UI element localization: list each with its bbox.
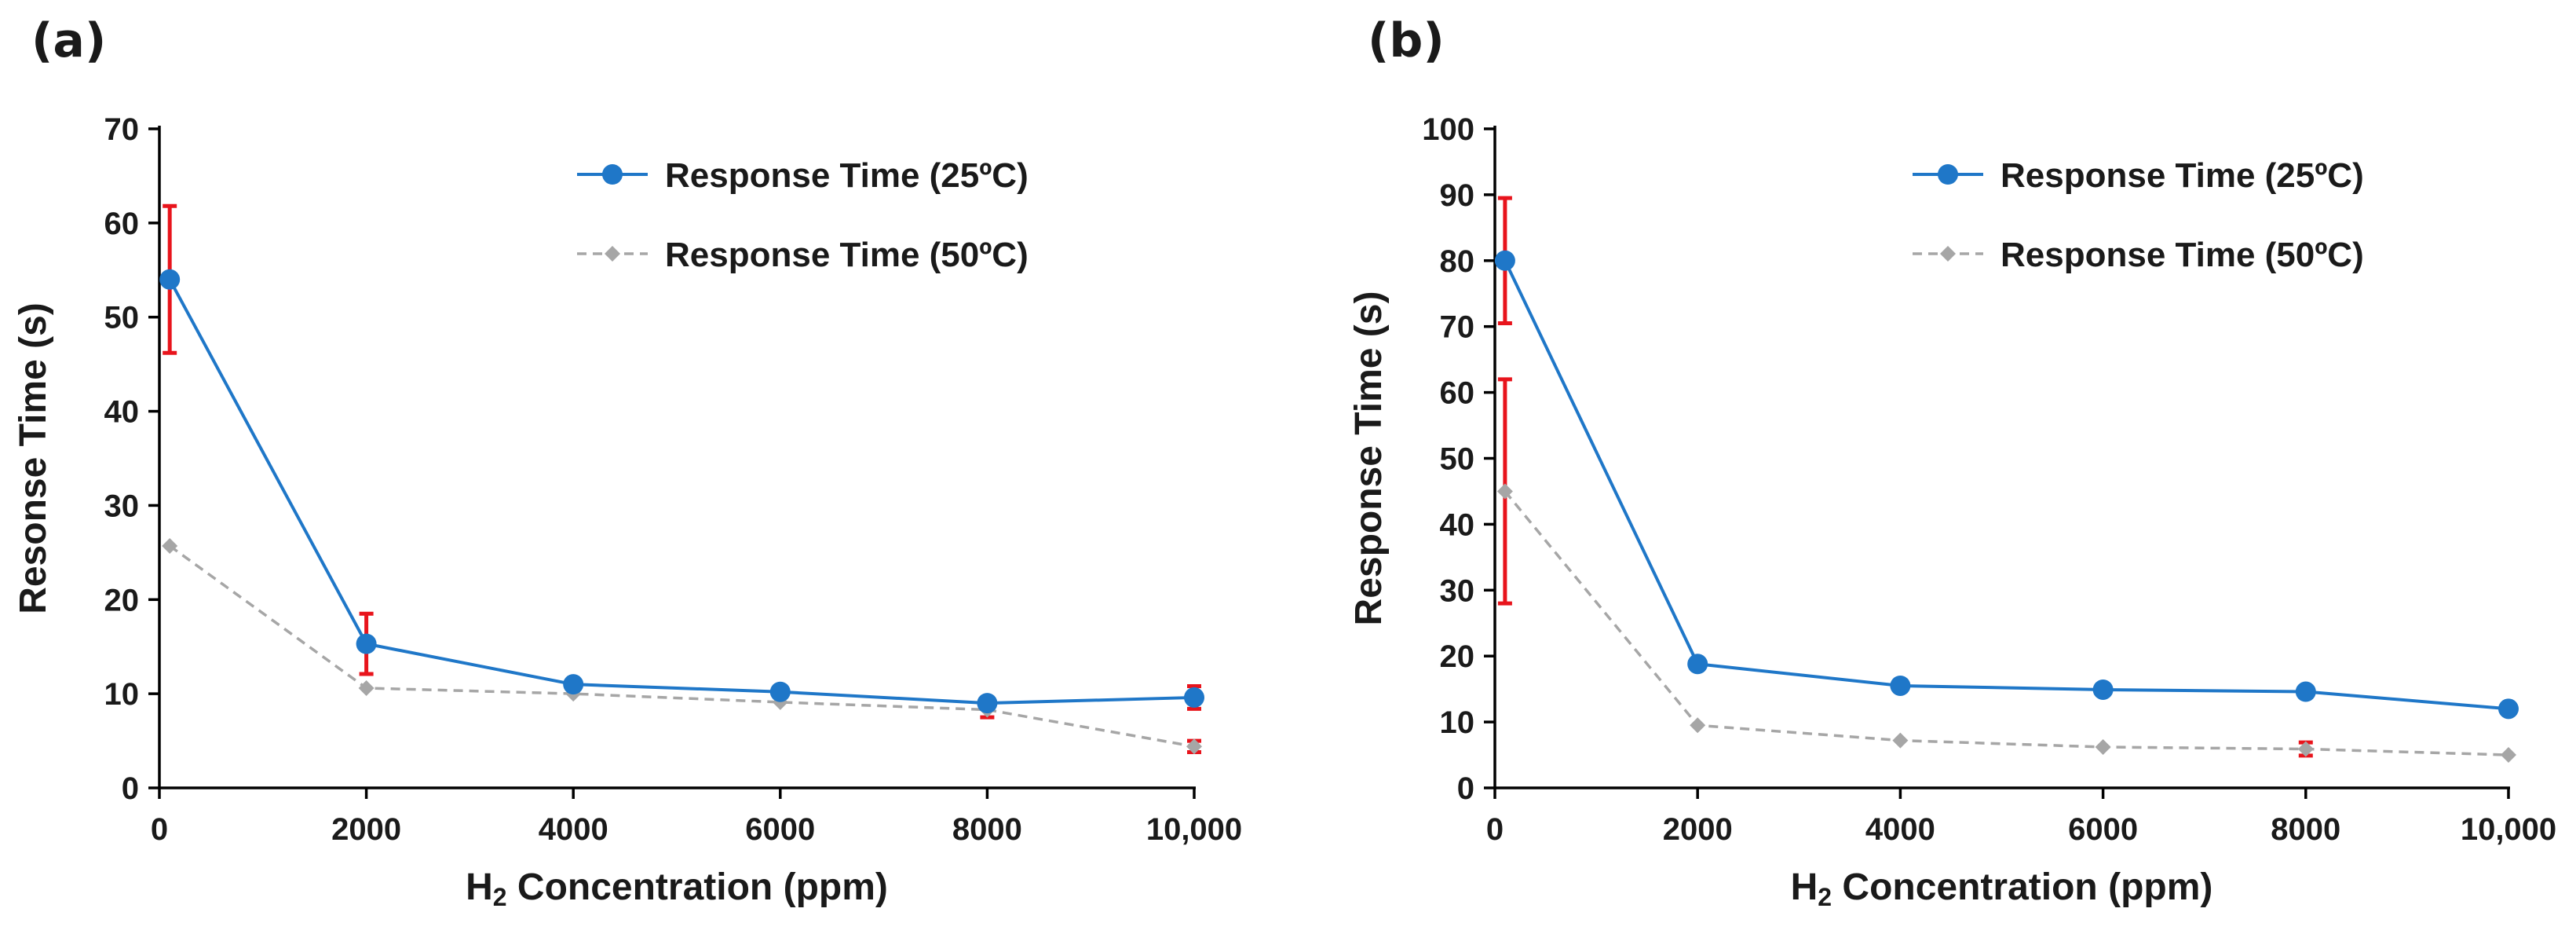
x-tick-label: 4000 bbox=[539, 812, 608, 847]
y-tick-label: 60 bbox=[1440, 376, 1475, 411]
y-tick-label: 50 bbox=[1440, 442, 1475, 477]
data-point bbox=[1690, 717, 1706, 734]
x-tick-label: 10,000 bbox=[2461, 812, 2556, 847]
series-line bbox=[168, 278, 1195, 705]
x-tick-label: 2000 bbox=[331, 812, 401, 847]
data-point bbox=[1890, 675, 1911, 696]
x-tick-label: 6000 bbox=[2068, 812, 2138, 847]
legend-marker bbox=[1938, 164, 1958, 185]
data-point bbox=[159, 269, 181, 290]
y-tick-label: 70 bbox=[1440, 310, 1475, 345]
y-tick-label: 30 bbox=[104, 489, 140, 523]
x-axis-title: H2 Concentration (ppm) bbox=[1791, 866, 2213, 911]
legend: Response Time (25ºC) Response Time (50ºC) bbox=[577, 156, 1029, 274]
y-axis-title: Resonse Time (s) bbox=[13, 302, 54, 614]
panel-label: (b) bbox=[1368, 13, 1445, 68]
x-tick-label: 0 bbox=[1486, 812, 1504, 847]
series-25C bbox=[1494, 196, 2519, 720]
data-point bbox=[2092, 679, 2114, 700]
data-point bbox=[1496, 483, 1513, 500]
x-axis-title-rest: Concentration (ppm) bbox=[507, 866, 888, 908]
chart-panel-b: (b) 0 10 20 30 40 50 60 70 80 90 100 0 2000 4000 6000 80… bbox=[1348, 13, 2556, 911]
series-line bbox=[169, 544, 1195, 748]
legend-label: Response Time (25ºC) bbox=[665, 156, 1029, 195]
data-point bbox=[2095, 738, 2111, 755]
data-point bbox=[977, 693, 998, 714]
data-point bbox=[2501, 747, 2516, 764]
x-tick-label: 6000 bbox=[745, 812, 815, 847]
y-tick-label: 10 bbox=[104, 677, 140, 712]
y-tick-label: 10 bbox=[1440, 705, 1475, 740]
series-50C bbox=[1496, 377, 2516, 764]
series-25C bbox=[159, 203, 1204, 714]
legend: Response Time (25ºC) Response Time (50ºC) bbox=[1913, 156, 2364, 274]
y-tick-label: 0 bbox=[1457, 771, 1474, 806]
panel-label: (a) bbox=[31, 13, 106, 68]
x-axis-title-rest: Concentration (ppm) bbox=[1832, 866, 2212, 908]
x-axis-title-main: H bbox=[466, 866, 493, 908]
y-axis-title: Response Time (s) bbox=[1348, 291, 1390, 626]
data-point bbox=[2297, 741, 2314, 757]
data-point bbox=[1494, 250, 1515, 271]
series-50C bbox=[162, 537, 1202, 755]
data-point bbox=[358, 679, 375, 696]
legend-label: Response Time (50ºC) bbox=[665, 236, 1029, 274]
chart-panel-a: (a) 0 10 20 30 40 50 60 70 0 2000 4000 6000 8000 10,00… bbox=[13, 13, 1242, 911]
y-tick-label: 20 bbox=[104, 583, 140, 617]
x-axis-title-subscript: 2 bbox=[493, 883, 507, 911]
x-axis-title-subscript: 2 bbox=[1818, 883, 1832, 911]
series-line bbox=[1504, 490, 2509, 756]
x-tick-label: 8000 bbox=[2271, 812, 2340, 847]
data-point bbox=[2498, 698, 2519, 720]
data-point bbox=[356, 633, 377, 654]
y-tick-label: 0 bbox=[122, 771, 139, 806]
y-tick-label: 90 bbox=[1440, 178, 1475, 213]
y-tick-label: 80 bbox=[1440, 244, 1475, 279]
x-tick-label: 2000 bbox=[1663, 812, 1733, 847]
x-tick-label: 10,000 bbox=[1146, 812, 1242, 847]
y-tick-label: 50 bbox=[104, 301, 140, 335]
y-tick-label: 20 bbox=[1440, 639, 1475, 674]
x-tick-label: 0 bbox=[151, 812, 168, 847]
legend-marker bbox=[605, 246, 620, 262]
y-tick-label: 30 bbox=[1440, 573, 1475, 608]
data-point bbox=[2295, 681, 2316, 702]
legend-marker bbox=[1940, 246, 1956, 262]
data-point bbox=[769, 681, 791, 702]
data-point bbox=[1687, 654, 1708, 675]
data-point bbox=[162, 537, 178, 554]
x-axis-title: H2 Concentration (ppm) bbox=[466, 866, 888, 911]
y-tick-label: 70 bbox=[104, 112, 140, 147]
y-tick-label: 100 bbox=[1422, 112, 1474, 147]
data-point bbox=[1184, 687, 1204, 708]
data-point bbox=[1892, 732, 1909, 749]
x-axis-title-main: H bbox=[1791, 866, 1818, 908]
data-point bbox=[563, 674, 584, 695]
legend-label: Response Time (50ºC) bbox=[2001, 236, 2364, 274]
x-tick-label: 4000 bbox=[1865, 812, 1935, 847]
data-point bbox=[1186, 738, 1202, 755]
series-line bbox=[1504, 259, 2509, 711]
y-tick-label: 40 bbox=[104, 395, 140, 430]
y-tick-label: 40 bbox=[1440, 507, 1475, 542]
x-tick-label: 8000 bbox=[952, 812, 1022, 847]
legend-label: Response Time (25ºC) bbox=[2001, 156, 2364, 195]
y-tick-label: 60 bbox=[104, 207, 140, 241]
legend-marker bbox=[602, 164, 623, 185]
